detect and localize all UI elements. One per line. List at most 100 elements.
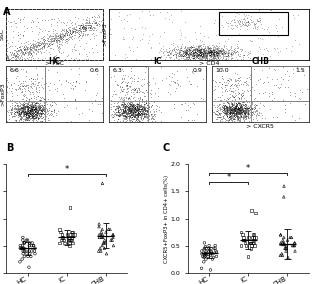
Point (241, 238, 246, 243)
Point (22, 106, 27, 111)
Point (227, 84, 232, 88)
Point (210, 51, 215, 56)
Point (44, 45, 49, 49)
Point (150, 116, 155, 120)
Point (46, 112, 51, 117)
Point (126, 116, 131, 120)
Point (232, 112, 236, 117)
Point (230, 110, 235, 115)
Point (287, 90, 292, 95)
Point (284, 243, 289, 248)
Point (213, 249, 218, 253)
Point (227, 106, 232, 111)
Point (279, 242, 284, 247)
Point (23, 84, 28, 88)
Point (13, 53, 18, 57)
Point (33, 113, 38, 117)
Point (80, 27, 85, 31)
Point (199, 52, 204, 57)
Point (236, 95, 241, 99)
Point (278, 233, 283, 237)
Point (37, 103, 42, 107)
Point (34, 71, 39, 76)
Point (240, 102, 245, 106)
Point (173, 54, 178, 58)
Point (197, 49, 202, 54)
Point (290, 243, 295, 248)
Point (134, 116, 139, 120)
Point (44, 107, 49, 112)
Point (114, 113, 119, 118)
Point (236, 106, 241, 110)
Point (117, 113, 122, 118)
Point (15, 103, 20, 108)
Point (131, 102, 136, 107)
Point (232, 110, 236, 115)
Point (244, 111, 249, 116)
Point (124, 119, 129, 124)
Point (239, 47, 244, 52)
Point (210, 48, 215, 53)
Point (260, 68, 265, 72)
Point (25, 113, 30, 118)
Point (141, 105, 146, 110)
Point (202, 55, 207, 60)
Point (132, 114, 137, 119)
Point (235, 106, 240, 110)
Point (31, 105, 36, 109)
Point (199, 43, 204, 48)
Point (15, 103, 20, 108)
Point (174, 56, 179, 60)
Point (146, 115, 151, 119)
Point (167, 47, 172, 52)
Point (183, 49, 188, 54)
Point (41, 43, 46, 48)
Point (275, 120, 280, 124)
Point (241, 53, 246, 57)
Point (26, 101, 31, 105)
Point (127, 110, 132, 115)
Point (128, 106, 133, 110)
Point (185, 51, 190, 55)
Point (60, 35, 65, 40)
Point (148, 46, 153, 50)
Point (210, 51, 215, 55)
Point (29, 111, 34, 115)
Point (30, 102, 35, 106)
Point (237, 111, 242, 116)
Point (56, 45, 61, 49)
Point (191, 51, 196, 56)
Point (232, 116, 237, 121)
Point (241, 109, 246, 114)
Point (135, 114, 140, 119)
Point (184, 107, 189, 112)
Point (86, 107, 91, 112)
Point (204, 45, 209, 50)
Point (216, 56, 221, 60)
Point (129, 100, 134, 105)
Point (128, 109, 133, 114)
Point (22, 249, 27, 253)
Point (256, 54, 261, 59)
Point (205, 52, 210, 57)
Point (206, 57, 211, 61)
Point (198, 48, 203, 53)
Point (272, 83, 277, 87)
Point (125, 112, 130, 116)
Point (220, 49, 225, 54)
Point (23, 104, 28, 109)
Point (108, 227, 113, 232)
Point (242, 116, 247, 120)
Point (243, 109, 248, 114)
Point (192, 53, 197, 57)
Point (143, 107, 148, 112)
Point (130, 107, 135, 112)
Point (30, 81, 35, 85)
Point (32, 106, 37, 110)
Point (165, 50, 170, 54)
Point (64, 33, 69, 37)
Point (23, 44, 28, 49)
Point (7, 20, 12, 25)
Point (32, 100, 37, 105)
Point (245, 20, 250, 24)
